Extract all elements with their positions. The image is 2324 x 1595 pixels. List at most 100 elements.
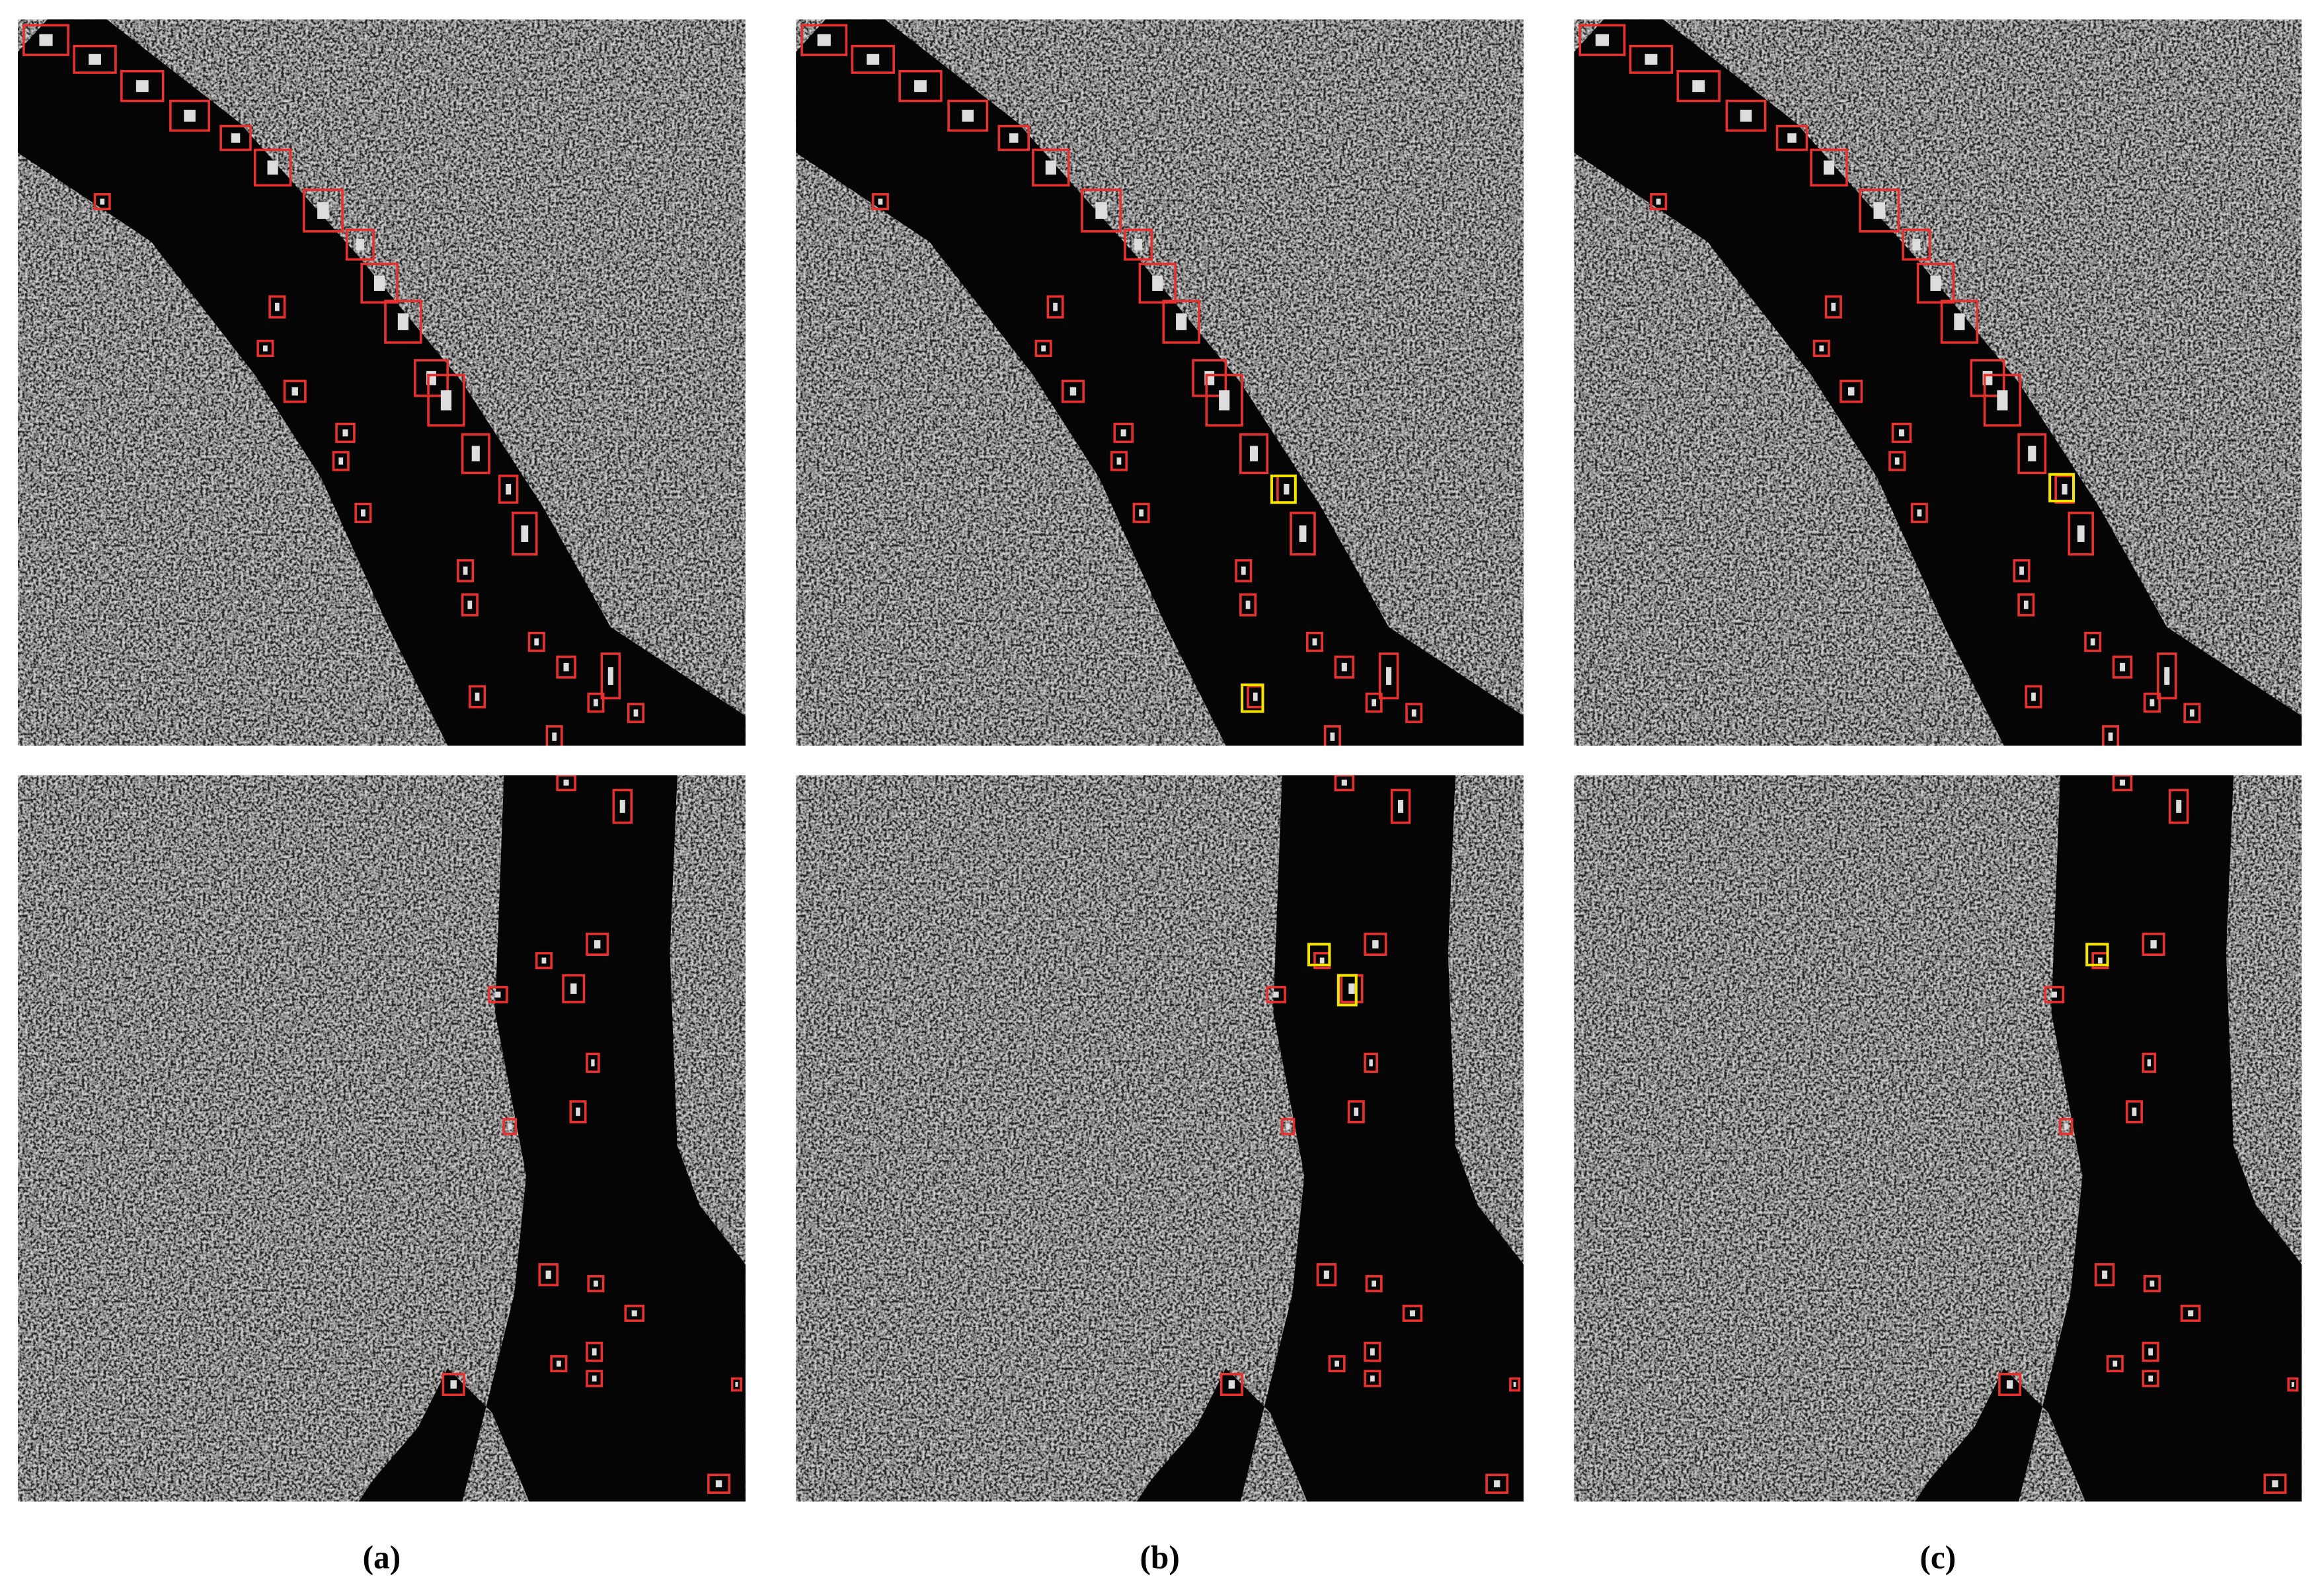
ship-echo <box>263 345 268 352</box>
ship-echo <box>2147 1059 2151 1067</box>
ship-box <box>1578 24 1626 56</box>
ship-echo <box>1370 1376 1375 1381</box>
ship-echo <box>1595 34 1609 46</box>
ship-echo <box>1319 957 1325 964</box>
ship-box <box>871 193 889 211</box>
ship-echo <box>607 667 613 685</box>
ship-box <box>800 24 848 56</box>
ship-box <box>354 502 372 524</box>
ship-echo <box>475 692 480 701</box>
ship-echo <box>338 457 344 465</box>
ship-echo <box>592 1376 597 1381</box>
ship-echo <box>2291 1381 2294 1387</box>
ship-echo <box>2051 992 2057 998</box>
ship-echo <box>1284 484 1290 495</box>
caption: (b) <box>1140 1539 1179 1576</box>
ship-box <box>1162 299 1200 344</box>
ship-echo <box>1917 509 1922 517</box>
ship-box <box>302 188 344 233</box>
ship-box <box>2183 703 2201 723</box>
ship-echo <box>2064 1123 2068 1130</box>
ship-box <box>1034 340 1052 358</box>
ship-echo <box>735 1381 738 1387</box>
ship-echo <box>1273 992 1279 998</box>
ship-box <box>600 652 621 700</box>
ship-echo <box>594 940 601 949</box>
ship-echo <box>1176 313 1187 331</box>
ship-echo <box>1656 198 1661 205</box>
ship-box <box>586 1370 603 1387</box>
ship-echo <box>592 1348 597 1356</box>
ship-echo <box>1645 54 1658 65</box>
ship-echo <box>1116 457 1122 465</box>
ship-echo <box>1053 303 1058 311</box>
ship-echo <box>563 662 569 672</box>
ship-box <box>1364 1052 1378 1073</box>
ship-box <box>2112 655 2133 679</box>
ship-box <box>442 1372 465 1396</box>
ship-box <box>587 692 605 713</box>
ship-box <box>2044 986 2065 1003</box>
ship-echo <box>1692 80 1705 93</box>
ship-echo <box>1513 1381 1516 1387</box>
ship-echo <box>467 600 473 609</box>
ship-box <box>256 340 274 358</box>
ship-box <box>730 1377 742 1392</box>
ship-echo <box>1341 779 1347 786</box>
ship-box <box>469 685 486 709</box>
image-panel <box>796 19 1524 746</box>
ship-echo <box>2006 1380 2013 1389</box>
ship-box <box>488 986 508 1003</box>
ship-echo <box>231 133 241 143</box>
ship-echo <box>715 1480 722 1488</box>
ship-echo <box>89 54 101 65</box>
ship-box <box>461 593 479 617</box>
ship-box <box>2142 1370 2159 1387</box>
ship-box <box>2084 631 2102 652</box>
ship-echo <box>1330 732 1335 741</box>
river <box>1574 19 2302 746</box>
ship-echo <box>2108 732 2113 741</box>
ship-echo <box>2102 1270 2108 1279</box>
ship-box <box>1859 188 1900 233</box>
ship-box <box>1334 775 1355 792</box>
ship-box <box>1509 1377 1521 1392</box>
ship-echo <box>594 1280 598 1287</box>
ship-box <box>1110 451 1128 471</box>
ship-box <box>1124 228 1153 261</box>
ship-box <box>1970 359 2005 397</box>
image-panel <box>1574 19 2302 746</box>
ship-echo <box>463 566 468 575</box>
ship-box <box>535 952 553 970</box>
ship-echo <box>1312 638 1317 646</box>
ship-box <box>2112 775 2133 792</box>
ship-box <box>569 1100 587 1124</box>
ship-box <box>707 1473 731 1494</box>
ship-echo <box>2031 692 2036 701</box>
caption: (a) <box>363 1539 401 1576</box>
ship-box <box>1485 1473 1509 1494</box>
ship-echo <box>1894 457 1900 465</box>
ship-echo <box>570 983 577 994</box>
ship-echo <box>1997 390 2008 410</box>
ship-box <box>345 228 375 261</box>
ship-echo <box>563 779 569 786</box>
ship-echo <box>2148 1348 2153 1356</box>
ship-box <box>947 99 989 132</box>
ship-echo <box>1219 390 1230 410</box>
ship-box <box>1840 379 1863 403</box>
ship-echo <box>1409 1310 1415 1317</box>
ship-echo <box>495 992 501 998</box>
ship-echo <box>361 509 366 517</box>
ship-box <box>1629 44 1674 74</box>
ship-box <box>1205 373 1243 427</box>
ship-echo <box>1139 509 1143 517</box>
ship-echo <box>1323 1270 1329 1279</box>
image-panel <box>1574 775 2302 1502</box>
ship-box <box>414 359 449 397</box>
ship-box <box>219 124 252 151</box>
ship-echo <box>2062 484 2068 495</box>
ship-echo <box>1253 692 1258 701</box>
ship-echo <box>1898 429 1904 437</box>
